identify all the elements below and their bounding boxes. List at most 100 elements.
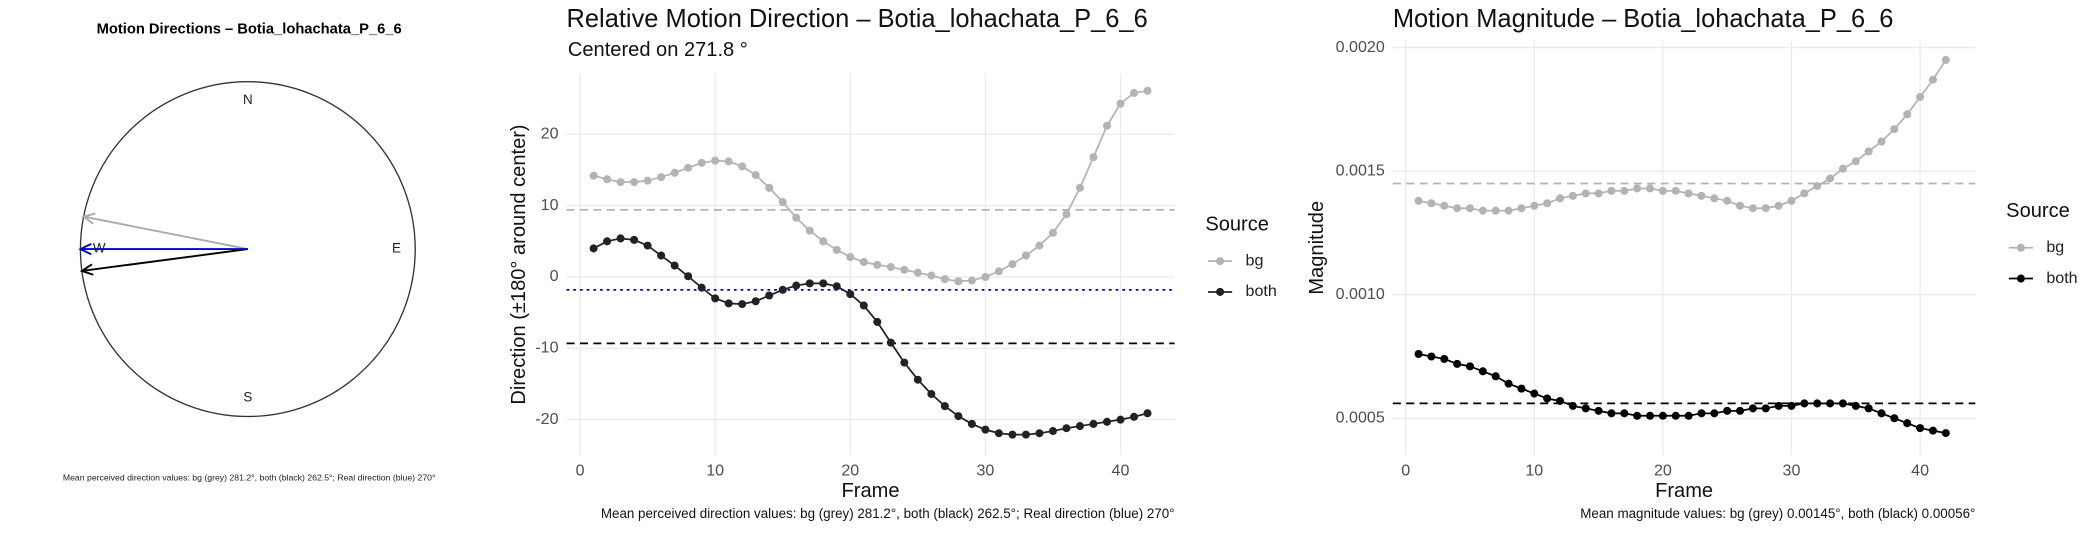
data-point	[684, 163, 693, 172]
data-point	[1864, 147, 1873, 156]
data-point	[1697, 409, 1706, 418]
data-point	[913, 375, 922, 384]
data-point	[1697, 191, 1706, 200]
data-point	[1517, 384, 1526, 393]
data-point	[1928, 75, 1937, 84]
data-point	[1736, 406, 1745, 415]
data-point	[1581, 189, 1590, 198]
legend-title: Source	[1205, 213, 1269, 235]
data-point	[981, 272, 990, 281]
x-tick-label: 10	[706, 462, 724, 480]
data-point	[1607, 409, 1616, 418]
direction-arrow	[79, 248, 248, 276]
data-point	[873, 260, 882, 269]
data-point	[1710, 409, 1719, 418]
caption: Mean perceived direction values: bg (gre…	[63, 472, 436, 482]
data-point	[738, 162, 747, 171]
data-point	[1684, 189, 1693, 198]
data-point	[1035, 429, 1044, 438]
data-point	[1826, 399, 1835, 408]
chart-subtitle: Centered on 271.8 °	[568, 39, 748, 61]
legend-swatch	[2016, 243, 2025, 252]
data-point	[1890, 414, 1899, 423]
data-point	[1800, 189, 1809, 198]
data-point	[954, 277, 963, 286]
direction-arrow	[81, 212, 249, 251]
data-point	[1062, 210, 1071, 219]
data-point	[711, 156, 720, 165]
data-point	[1089, 153, 1098, 162]
data-point	[859, 257, 868, 267]
data-point	[1478, 367, 1487, 376]
data-point	[603, 237, 612, 246]
chart-title: Motion Magnitude – Botia_lohachata_P_6_6	[1393, 5, 1894, 33]
data-point	[1658, 186, 1667, 195]
data-point	[1453, 204, 1462, 213]
data-point	[697, 158, 706, 167]
y-tick-label: -10	[535, 339, 558, 357]
data-point	[1941, 55, 1950, 64]
data-point	[1813, 181, 1822, 190]
direction-label: N	[243, 92, 253, 107]
legend-label: bg	[1246, 251, 1264, 269]
data-point	[1633, 184, 1642, 193]
data-point	[846, 290, 855, 299]
data-point	[1555, 396, 1565, 405]
data-point	[1465, 362, 1475, 371]
data-point	[724, 157, 733, 166]
legend-swatch	[2016, 274, 2025, 283]
data-point	[1440, 201, 1449, 210]
x-tick-label: 40	[1112, 462, 1130, 480]
data-point	[1748, 404, 1757, 413]
x-tick-label: 0	[576, 462, 585, 480]
data-point	[1800, 399, 1809, 408]
data-point	[1877, 137, 1886, 146]
data-point	[886, 338, 895, 347]
y-tick-label: 0.0005	[1336, 409, 1385, 427]
x-tick-label: 0	[1401, 462, 1410, 480]
chart-title: Motion Directions – Botia_lohachata_P_6_…	[97, 21, 402, 37]
data-point	[711, 294, 720, 303]
y-tick-label: 0.0015	[1336, 161, 1385, 179]
data-point	[657, 173, 666, 182]
data-point	[751, 297, 760, 306]
y-tick-label: 10	[541, 196, 559, 214]
data-point	[1826, 174, 1835, 183]
x-axis-title: Frame	[1655, 480, 1713, 502]
data-point	[927, 389, 936, 398]
data-point	[1838, 399, 1847, 408]
data-point	[846, 252, 855, 262]
data-point	[1851, 157, 1860, 166]
data-point	[1658, 411, 1667, 420]
data-point	[1102, 417, 1112, 426]
data-point	[1116, 99, 1125, 108]
y-axis-title: Direction (±180° around center)	[508, 124, 530, 404]
data-point	[1414, 349, 1423, 359]
data-point	[589, 171, 598, 180]
chart-title: Relative Motion Direction – Botia_lohach…	[567, 5, 1148, 33]
data-point	[589, 244, 598, 253]
data-point	[1620, 409, 1629, 418]
data-point	[630, 235, 639, 244]
data-point	[1916, 424, 1925, 433]
data-point	[738, 300, 747, 309]
data-point	[1035, 241, 1044, 250]
data-point	[1504, 379, 1513, 388]
data-point	[1710, 194, 1719, 203]
data-point	[954, 412, 963, 421]
data-point	[1530, 389, 1539, 398]
data-point	[1075, 422, 1084, 431]
legend-swatch	[1216, 257, 1225, 266]
data-point	[1478, 206, 1487, 215]
legend-title: Source	[2006, 200, 2070, 222]
data-point	[1465, 204, 1475, 213]
data-point	[1543, 394, 1552, 403]
data-point	[1568, 401, 1577, 410]
data-point	[1787, 196, 1796, 205]
x-tick-label: 20	[1654, 462, 1672, 480]
data-point	[994, 267, 1003, 276]
direction-label: E	[392, 241, 401, 256]
data-point	[1129, 88, 1139, 97]
